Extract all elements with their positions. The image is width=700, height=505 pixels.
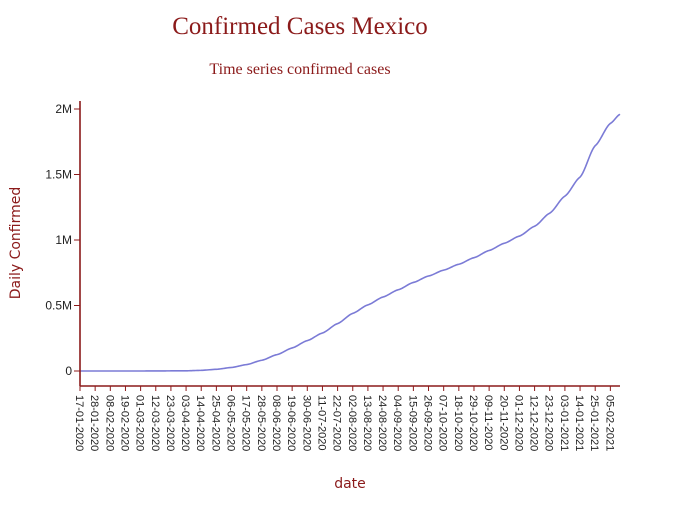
y-tick-label: 2M	[55, 102, 72, 116]
x-tick-label: 09-11-2020	[482, 395, 494, 450]
x-axis-ticks: 17-01-2020 28-01-2020 08-02-2020 19-02-2020…	[73, 386, 615, 451]
x-tick-label: 13-08-2020	[361, 395, 373, 451]
x-tick-label: 14-04-2020	[194, 395, 206, 451]
y-tick-label: 1.5M	[45, 168, 72, 182]
x-tick-label: 02-08-2020	[346, 395, 358, 451]
x-tick-label: 03-04-2020	[179, 395, 191, 451]
x-tick-label: 20-11-2020	[497, 395, 509, 450]
x-tick-label: 22-07-2020	[331, 395, 343, 451]
x-tick-label: 14-01-2021	[573, 395, 585, 451]
x-tick-label: 04-09-2020	[391, 395, 403, 451]
y-axis-ticks: 0 0.5M 1M 1.5M 2M	[45, 102, 80, 378]
x-tick-label: 11-07-2020	[315, 395, 327, 450]
x-tick-label: 08-06-2020	[270, 395, 282, 451]
x-tick-label: 17-05-2020	[240, 395, 252, 451]
x-tick-label: 23-03-2020	[164, 395, 176, 451]
x-tick-label: 29-10-2020	[467, 395, 479, 451]
x-tick-label: 30-06-2020	[300, 395, 312, 451]
x-tick-label: 25-04-2020	[209, 395, 221, 451]
x-tick-label: 15-09-2020	[406, 395, 418, 451]
x-tick-label: 28-05-2020	[255, 395, 267, 451]
x-tick-label: 28-01-2020	[88, 395, 100, 451]
x-tick-label: 24-08-2020	[376, 395, 388, 451]
x-tick-label: 01-12-2020	[512, 395, 524, 451]
x-tick-label: 06-05-2020	[225, 395, 237, 451]
x-tick-label: 08-02-2020	[103, 395, 115, 451]
y-tick-label: 0	[65, 364, 72, 378]
chart-title: Confirmed Cases Mexico	[172, 13, 428, 40]
x-tick-label: 12-12-2020	[528, 395, 540, 451]
x-tick-label: 18-10-2020	[452, 395, 464, 451]
x-tick-label: 01-03-2020	[134, 395, 146, 451]
chart-subtitle: Time series confirmed cases	[209, 61, 390, 78]
y-tick-label: 0.5M	[45, 299, 72, 313]
x-tick-label: 05-02-2021	[603, 395, 615, 451]
x-tick-label: 19-02-2020	[118, 395, 130, 451]
x-tick-label: 12-03-2020	[149, 395, 161, 451]
x-tick-label: 17-01-2020	[73, 395, 85, 451]
x-tick-label: 23-12-2020	[543, 395, 555, 451]
x-axis-title: date	[334, 476, 366, 492]
x-tick-label: 19-06-2020	[285, 395, 297, 451]
x-tick-label: 26-09-2020	[422, 395, 434, 451]
x-tick-label: 07-10-2020	[437, 395, 449, 451]
confirmed-cases-line	[80, 113, 621, 372]
x-tick-label: 25-01-2021	[588, 395, 600, 451]
x-tick-label: 03-01-2021	[558, 395, 570, 451]
y-axis-title: Daily Confirmed	[8, 187, 24, 300]
y-tick-label: 1M	[55, 233, 72, 247]
